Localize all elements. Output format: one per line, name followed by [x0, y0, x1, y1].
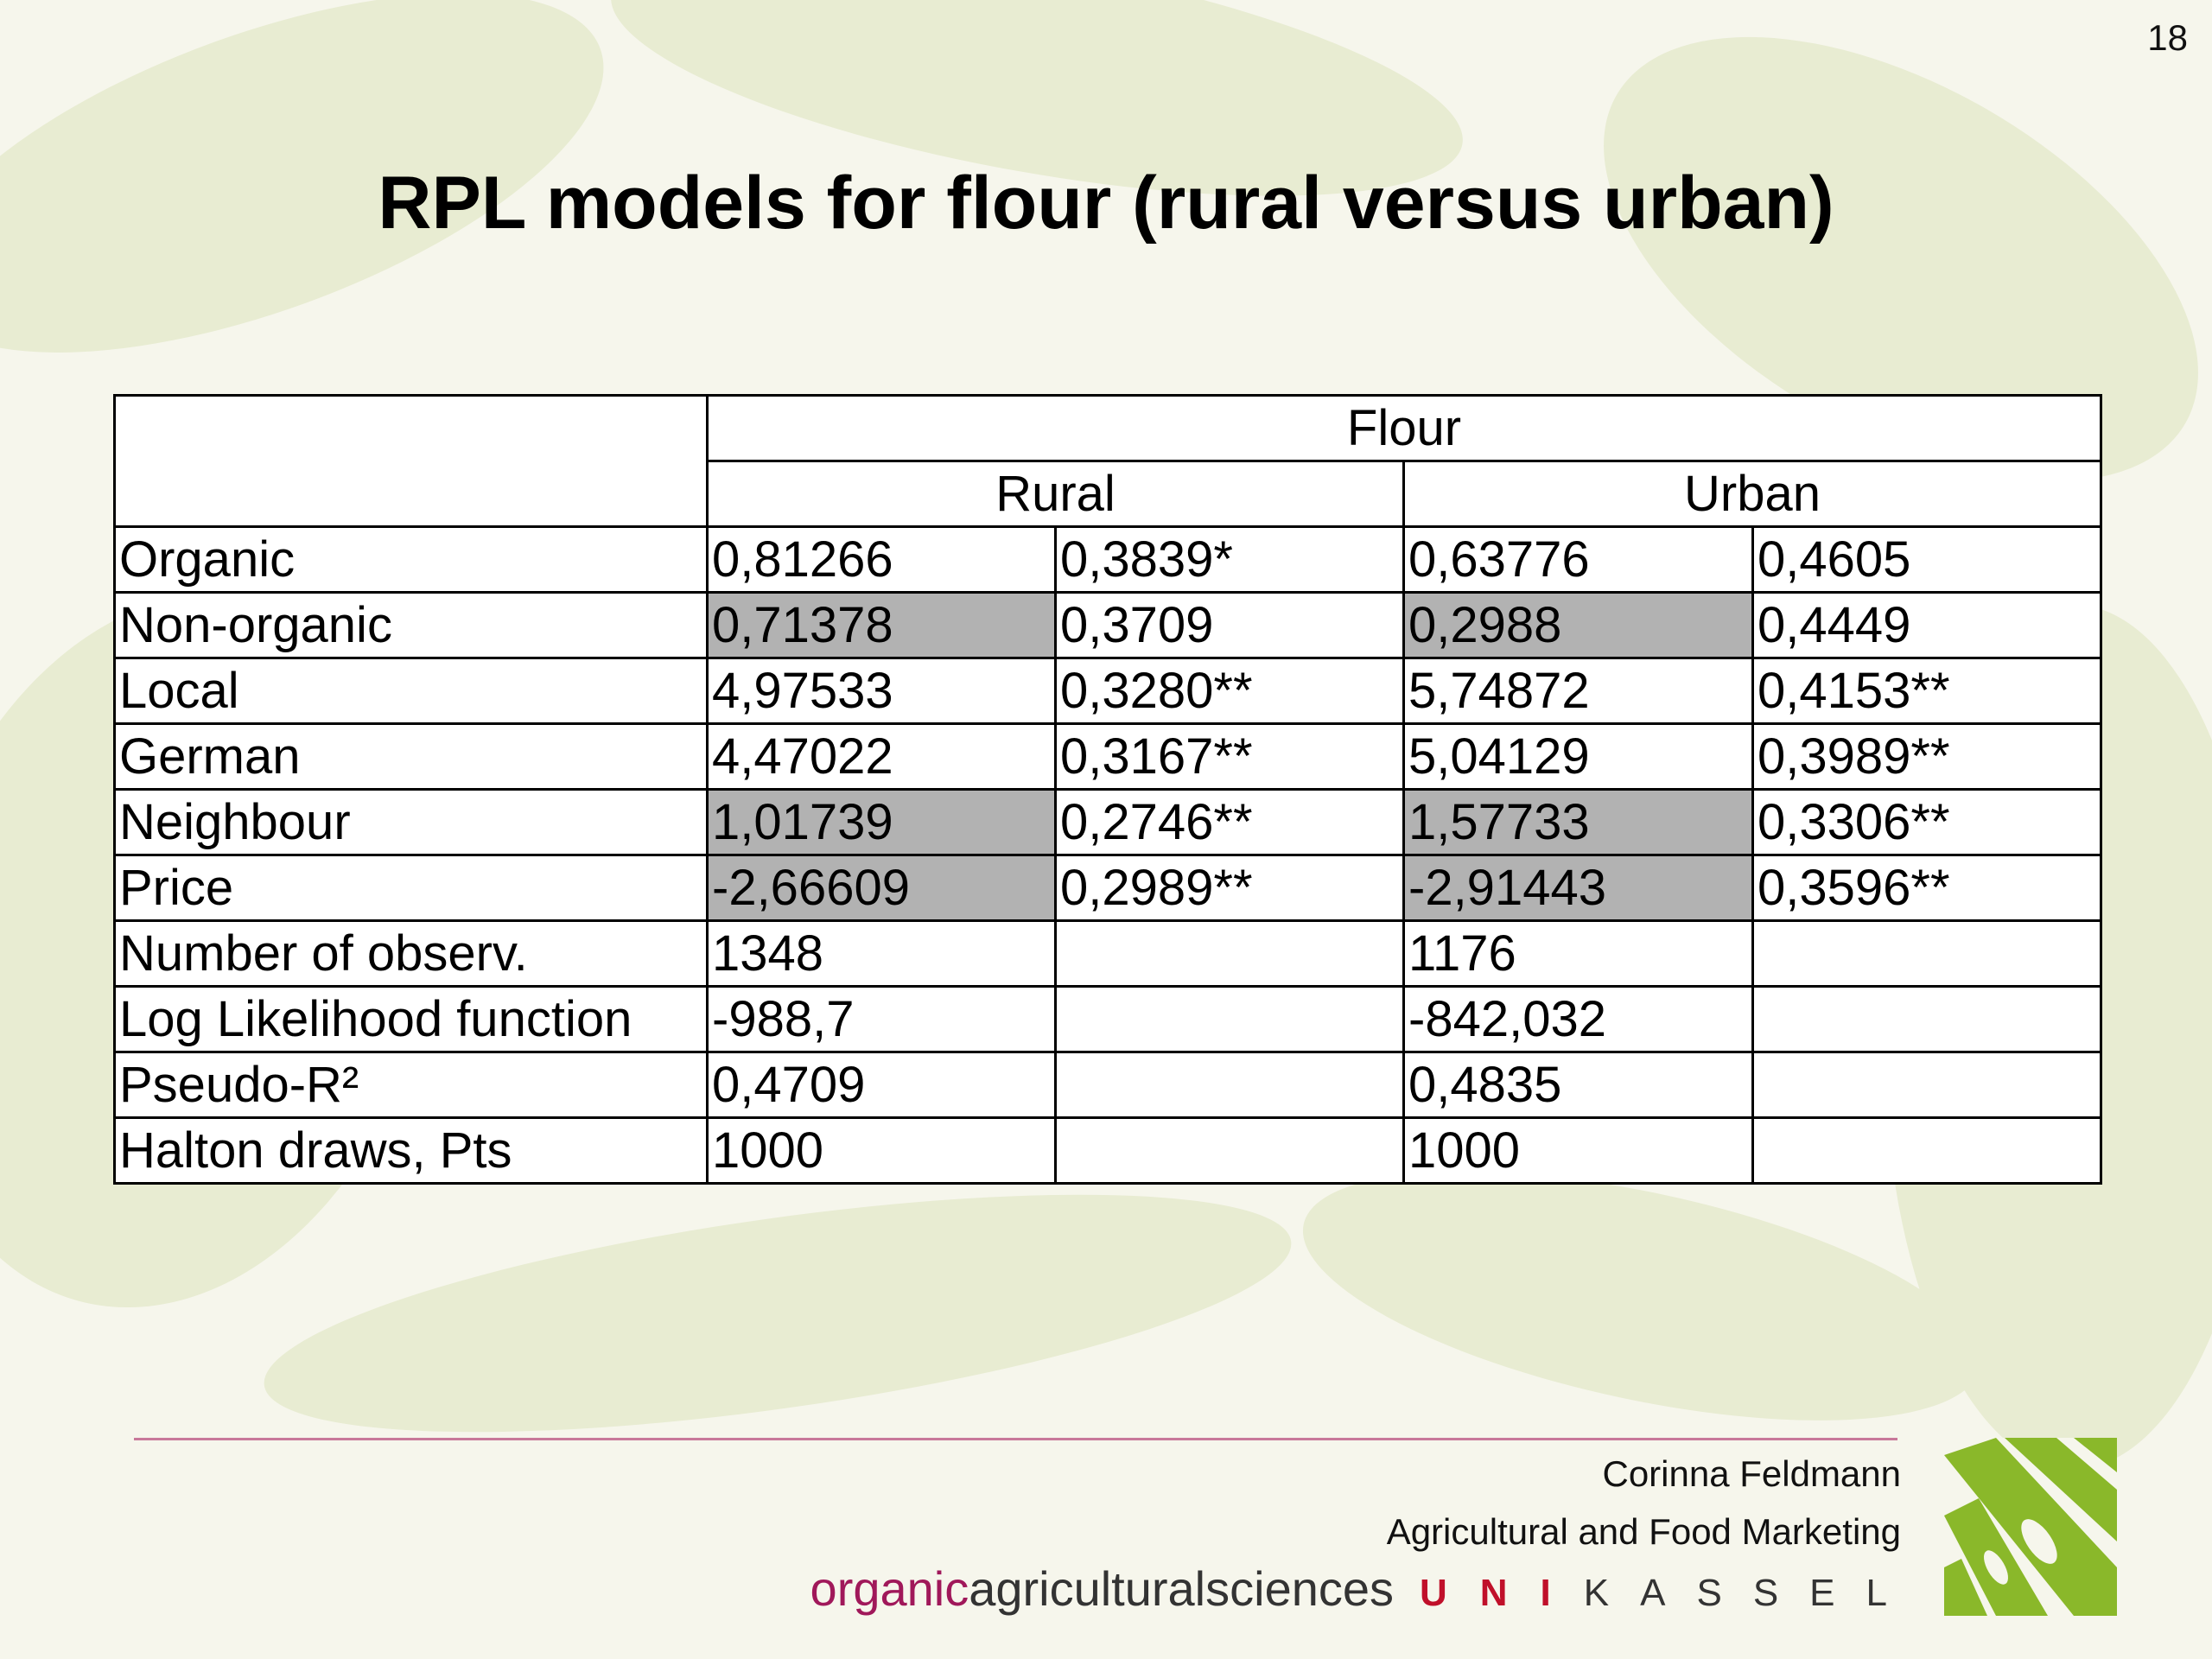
corner-cell [113, 394, 709, 528]
table-cell: 1,01739 [706, 788, 1057, 856]
row-label: Log Likelihood function [113, 985, 709, 1053]
table-cell: 0,3596** [1751, 854, 2102, 922]
table-cell: 0,4835 [1402, 1051, 1754, 1119]
table-row: Neighbour 1,01739 0,2746** 1,57733 0,3306** [113, 788, 2102, 856]
table-row: Non-organic 0,71378 0,3709 0,2988 0,4449 [113, 591, 2102, 659]
table-cell: 0,4709 [706, 1051, 1057, 1119]
table-cell: -2,66609 [706, 854, 1057, 922]
table-cell: -2,91443 [1402, 854, 1754, 922]
table-cell [1751, 1051, 2102, 1119]
row-label: Non-organic [113, 591, 709, 659]
table-cell: 0,3167** [1054, 722, 1405, 791]
table-body: Flour Rural Urban Organic 0,81266 0,3839* 0… [113, 394, 2102, 1185]
table-cell: 0,4449 [1751, 591, 2102, 659]
subgroup-header: Rural [706, 460, 1405, 528]
row-label: Neighbour [113, 788, 709, 856]
header-row: Flour [113, 394, 2102, 528]
table-cell: 0,81266 [706, 525, 1057, 594]
table-cell [1054, 1116, 1405, 1185]
table-cell: 0,71378 [706, 591, 1057, 659]
results-table: Flour Rural Urban Organic 0,81266 0,3839* 0… [113, 394, 2102, 1185]
table-cell [1751, 985, 2102, 1053]
table-cell: 1000 [706, 1116, 1057, 1185]
author: Corinna Feldmann [1602, 1453, 1901, 1494]
row-label: Organic [113, 525, 709, 594]
subheader-row: Rural Urban [115, 460, 2102, 528]
table-cell: 0,2989** [1054, 854, 1405, 922]
table-cell: 0,3989** [1751, 722, 2102, 791]
table-cell: 0,3306** [1751, 788, 2102, 856]
row-label: German [113, 722, 709, 791]
brand-highlight: organic [810, 1561, 969, 1616]
subgroup-header: Urban [1402, 460, 2102, 528]
row-label: Local [113, 657, 709, 725]
table-cell: 1,57733 [1402, 788, 1754, 856]
group-header: Flour [706, 394, 2102, 462]
table-cell [1751, 919, 2102, 988]
table-cell: -988,7 [706, 985, 1057, 1053]
table-cell: 0,4605 [1751, 525, 2102, 594]
table-row: Log Likelihood function -988,7 -842,032 [113, 985, 2102, 1053]
table-cell: 4,97533 [706, 657, 1057, 725]
table-cell: 4,47022 [706, 722, 1057, 791]
logo [1944, 1438, 2117, 1616]
table-cell: 0,3280** [1054, 657, 1405, 725]
table-cell: 0,3709 [1054, 591, 1405, 659]
table-row: Halton draws, Pts 1000 1000 [113, 1116, 2102, 1185]
row-label: Halton draws, Pts [113, 1116, 709, 1185]
city: KASSEL [1583, 1572, 1918, 1614]
table-cell: 1176 [1402, 919, 1754, 988]
brand-rest: agriculturalsciences [969, 1561, 1394, 1616]
table-row: Pseudo-R² 0,4709 0,4835 [113, 1051, 2102, 1119]
table-row: German 4,47022 0,3167** 5,04129 0,3989** [113, 722, 2102, 791]
table-row: Number of observ. 1348 1176 [113, 919, 2102, 988]
table-cell: 5,74872 [1402, 657, 1754, 725]
brand: organicagriculturalsciences UNIKASSEL [810, 1560, 1918, 1617]
table-row: Organic 0,81266 0,3839* 0,63776 0,4605 [113, 525, 2102, 594]
table-cell: 0,4153** [1751, 657, 2102, 725]
table-cell: 0,3839* [1054, 525, 1405, 594]
row-label: Price [113, 854, 709, 922]
table-cell: 1000 [1402, 1116, 1754, 1185]
table-cell: -842,032 [1402, 985, 1754, 1053]
table-cell [1054, 1051, 1405, 1119]
row-label: Number of observ. [113, 919, 709, 988]
page-number: 18 [2147, 17, 2188, 58]
row-label: Pseudo-R² [113, 1051, 709, 1119]
table-cell: 0,63776 [1402, 525, 1754, 594]
uni: UNI [1420, 1572, 1584, 1614]
table-cell: 0,2988 [1402, 591, 1754, 659]
department: Agricultural and Food Marketing [1386, 1511, 1901, 1552]
table-cell [1054, 919, 1405, 988]
table-row: Price -2,66609 0,2989** -2,91443 0,3596** [113, 854, 2102, 922]
table-cell: 1348 [706, 919, 1057, 988]
table-cell [1751, 1116, 2102, 1185]
footer-rule [134, 1438, 1897, 1440]
slide-title: RPL models for flour (rural versus urban… [378, 162, 1834, 245]
table-cell: 0,2746** [1054, 788, 1405, 856]
table-cell [1054, 985, 1405, 1053]
table-cell: 5,04129 [1402, 722, 1754, 791]
table-row: Local 4,97533 0,3280** 5,74872 0,4153** [113, 657, 2102, 725]
